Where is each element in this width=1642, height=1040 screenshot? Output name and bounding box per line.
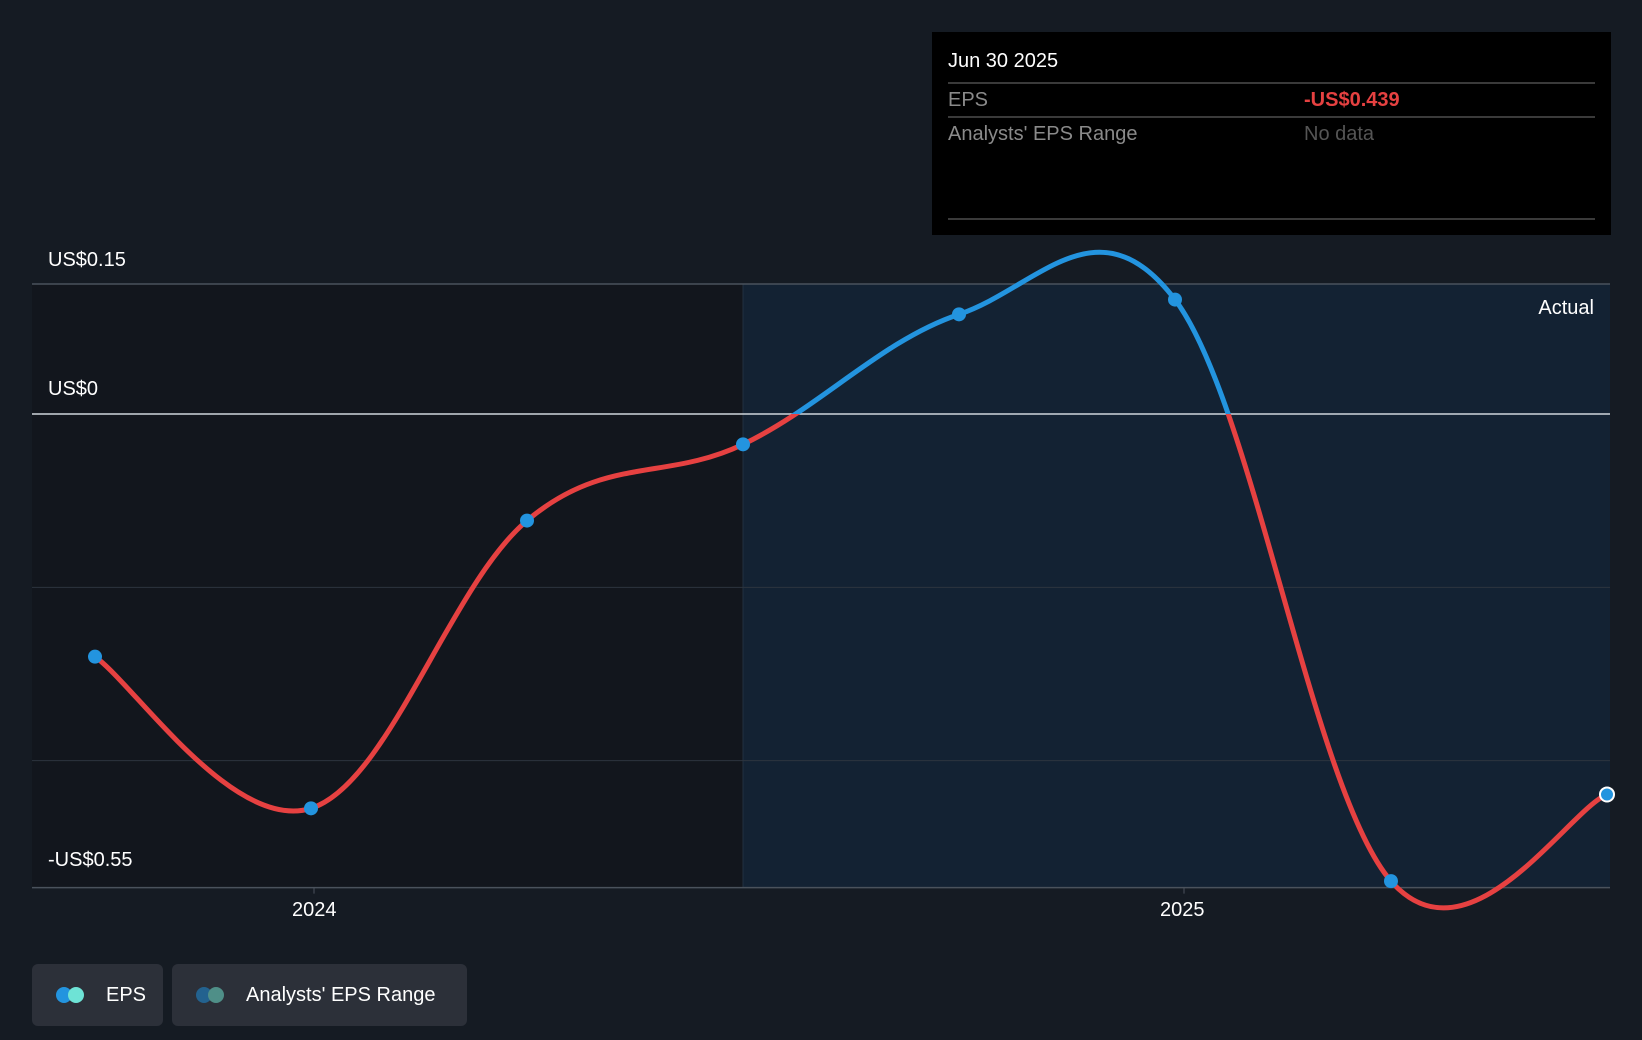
tooltip-row-range: Analysts' EPS Range No data	[948, 116, 1595, 152]
actual-region-label: Actual	[1538, 297, 1594, 319]
eps-data-point	[952, 307, 966, 322]
x-tick-label-2025: 2025	[1160, 899, 1205, 921]
analyst-range-legend-icon	[196, 987, 226, 1003]
eps-line-negative	[92, 414, 1610, 911]
tooltip-divider	[948, 218, 1595, 220]
tooltip: Jun 30 2025 EPS -US$0.439 Analysts' EPS …	[932, 32, 1611, 235]
eps-legend-icon	[56, 987, 86, 1003]
eps-data-point	[1599, 786, 1615, 803]
eps-data-point	[736, 437, 750, 452]
past-region	[32, 284, 743, 888]
tooltip-date: Jun 30 2025	[948, 50, 1059, 72]
y-tick-label-bottom: -US$0.55	[48, 849, 133, 871]
legend-analyst-range-label: Analysts' EPS Range	[246, 983, 436, 1006]
eps-data-point	[1384, 874, 1398, 889]
legend-eps-label: EPS	[106, 983, 147, 1006]
eps-data-point	[520, 513, 534, 528]
tooltip-row-eps: EPS -US$0.439	[948, 82, 1595, 118]
eps-data-point	[1168, 292, 1182, 307]
tooltip-eps-label: EPS	[948, 89, 989, 111]
eps-data-point	[304, 801, 318, 816]
actual-region	[743, 284, 1610, 888]
tooltip-eps-value: -US$0.439	[1304, 89, 1400, 111]
legend-analyst-range-button[interactable]: Analysts' EPS Range	[172, 964, 467, 1026]
x-tick-label-2024: 2024	[292, 899, 337, 921]
tooltip-range-label: Analysts' EPS Range	[948, 123, 1138, 145]
eps-data-point	[88, 649, 102, 664]
tooltip-range-value: No data	[1304, 123, 1375, 145]
y-tick-label-zero: US$0	[48, 378, 99, 400]
legend-eps-button[interactable]: EPS	[32, 964, 163, 1026]
eps-line-positive	[791, 249, 1231, 414]
y-tick-label-top: US$0.15	[48, 249, 126, 271]
